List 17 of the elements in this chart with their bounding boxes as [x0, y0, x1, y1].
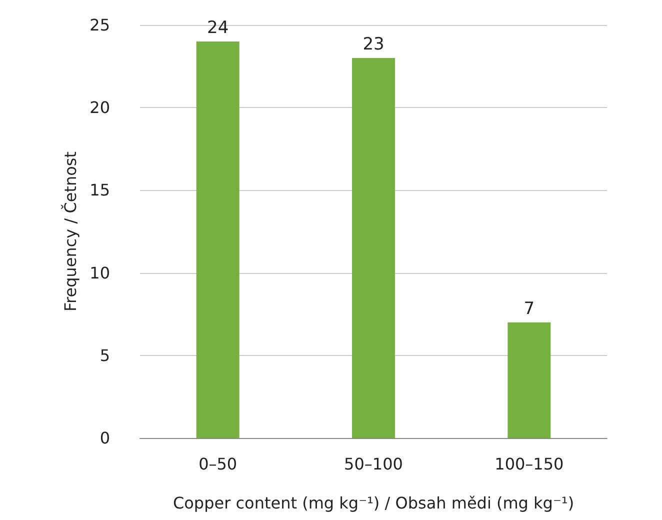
x-tick-label: 50–100 [344, 454, 403, 474]
x-axis-title: Copper content (mg kg⁻¹) / Obsah mědi (mg kg⁻¹) [172, 494, 574, 512]
bar [508, 322, 551, 438]
y-axis-title: Frequency / Četnost [61, 151, 80, 312]
data-label: 7 [524, 298, 535, 319]
x-tick-label: 100–150 [494, 454, 564, 474]
y-tick-label: 25 [90, 16, 110, 34]
bar [352, 58, 395, 438]
x-tick-label: 0–50 [198, 454, 238, 474]
data-label: 23 [362, 34, 384, 55]
bar [196, 42, 240, 438]
y-tick-label: 0 [100, 428, 110, 448]
data-label: 24 [207, 18, 229, 38]
y-tick-label: 20 [90, 98, 110, 118]
y-tick-label: 10 [90, 263, 110, 282]
y-tick-label: 15 [90, 180, 110, 200]
y-tick-label: 5 [100, 346, 110, 365]
